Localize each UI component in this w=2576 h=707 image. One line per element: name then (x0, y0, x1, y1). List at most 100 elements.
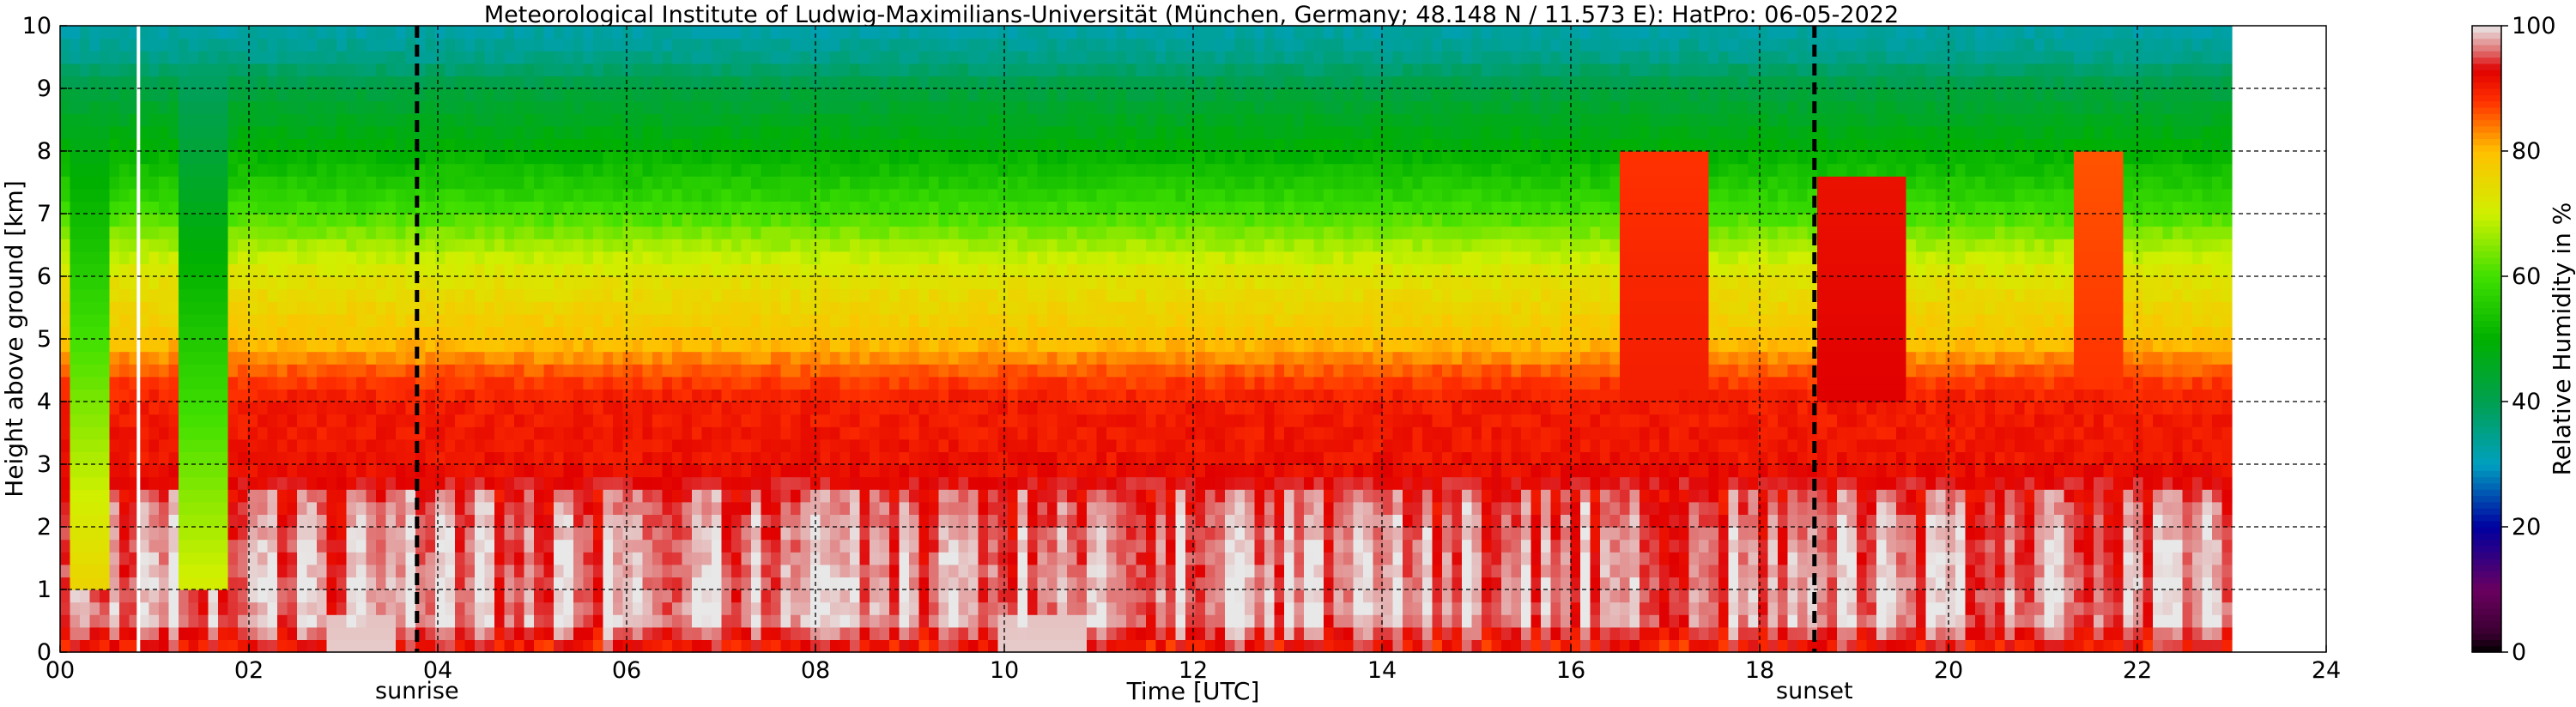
heatmap-cell (721, 138, 732, 152)
heatmap-cell (208, 301, 219, 315)
heatmap-cell (258, 389, 269, 402)
heatmap-cell (800, 251, 811, 264)
heatmap-cell (100, 176, 111, 190)
heatmap-cell (179, 451, 190, 465)
heatmap-cell (376, 138, 387, 152)
heatmap-cell (534, 476, 545, 490)
heatmap-cell (198, 402, 209, 415)
heatmap-cell (119, 226, 130, 239)
heatmap-cell (978, 589, 989, 603)
heatmap-cell (662, 276, 673, 290)
heatmap-cell (968, 138, 979, 152)
heatmap-cell (554, 26, 565, 39)
heatmap-cell (405, 614, 416, 628)
heatmap-cell (701, 451, 712, 465)
heatmap-cell (445, 626, 456, 640)
heatmap-cell (524, 639, 535, 653)
heatmap-cell (968, 51, 979, 64)
heatmap-cell (899, 589, 910, 603)
heatmap-cell (603, 51, 614, 64)
heatmap-cell (1017, 288, 1028, 302)
heatmap-cell (425, 263, 436, 277)
heatmap-cell (336, 100, 348, 114)
heatmap-cell (929, 614, 940, 628)
heatmap-cell (504, 88, 515, 102)
heatmap-cell (652, 76, 664, 89)
heatmap-cell (761, 88, 772, 102)
heatmap-cell (425, 527, 436, 541)
heatmap-cell (603, 389, 614, 402)
heatmap-cell (633, 639, 644, 653)
chart-title: Meteorological Institute of Ludwig-Maxim… (484, 2, 1899, 28)
heatmap-cell (889, 464, 900, 478)
heatmap-cell (761, 188, 772, 202)
heatmap-cell (1008, 151, 1019, 165)
heatmap-cell (929, 364, 940, 378)
heatmap-cell (761, 288, 772, 302)
heatmap-cell (879, 176, 890, 190)
heatmap-cell (712, 51, 723, 64)
heatmap-cell (968, 514, 979, 528)
heatmap-cell (554, 589, 565, 603)
heatmap-cell (396, 100, 407, 114)
heatmap-cell (297, 389, 308, 402)
heatmap-cell (583, 639, 594, 653)
heatmap-cell (247, 364, 258, 378)
heatmap-cell (396, 577, 407, 590)
heatmap-cell (859, 426, 870, 440)
heatmap-cell (534, 188, 545, 202)
heatmap-cell (554, 239, 565, 252)
heatmap-cell (771, 313, 782, 327)
heatmap-cell (198, 577, 209, 590)
heatmap-cell (1017, 414, 1028, 427)
heatmap-cell (524, 188, 535, 202)
heatmap-cell (554, 188, 565, 202)
heatmap-cell (405, 26, 416, 39)
heatmap-cell (938, 364, 949, 378)
heatmap-cell (297, 464, 308, 478)
heatmap-cell (554, 601, 565, 615)
heatmap-cell (247, 100, 258, 114)
heatmap-cell (622, 239, 633, 252)
heatmap-cell (267, 239, 278, 252)
heatmap-cell (850, 151, 861, 165)
heatmap-cell (514, 151, 525, 165)
heatmap-cell (870, 564, 881, 577)
heatmap-cell (899, 414, 910, 427)
heatmap-cell (662, 577, 673, 590)
heatmap-cell (712, 38, 723, 51)
heatmap-cell (889, 251, 900, 264)
heatmap-cell (385, 626, 397, 640)
heatmap-cell (297, 601, 308, 615)
heatmap-cell (218, 313, 229, 327)
heatmap-cell (356, 38, 367, 51)
heatmap-cell (830, 226, 841, 239)
heatmap-cell (850, 614, 861, 628)
heatmap-cell (741, 364, 752, 378)
heatmap-cell (258, 313, 269, 327)
heatmap-cell (830, 402, 841, 415)
heatmap-cell (356, 539, 367, 553)
heatmap-cell (168, 539, 179, 553)
heatmap-cell (208, 251, 219, 264)
heatmap-cell (504, 577, 515, 590)
heatmap-cell (317, 402, 328, 415)
heatmap-cell (346, 26, 357, 39)
heatmap-cell (859, 38, 870, 51)
heatmap-cell (563, 577, 574, 590)
heatmap-cell (988, 614, 999, 628)
heatmap-cell (780, 351, 791, 365)
heatmap-cell (800, 552, 811, 565)
heatmap-cell (425, 364, 436, 378)
heatmap-cell (277, 313, 288, 327)
heatmap-cell (741, 614, 752, 628)
heatmap-cell (524, 614, 535, 628)
heatmap-cell (997, 614, 1009, 628)
heatmap-cell (761, 364, 772, 378)
heatmap-cell (524, 376, 535, 390)
heatmap-cell (385, 151, 397, 165)
heatmap-cell (70, 364, 81, 378)
heatmap-cell (583, 100, 594, 114)
heatmap-cell (850, 564, 861, 577)
heatmap-cell (978, 163, 989, 177)
